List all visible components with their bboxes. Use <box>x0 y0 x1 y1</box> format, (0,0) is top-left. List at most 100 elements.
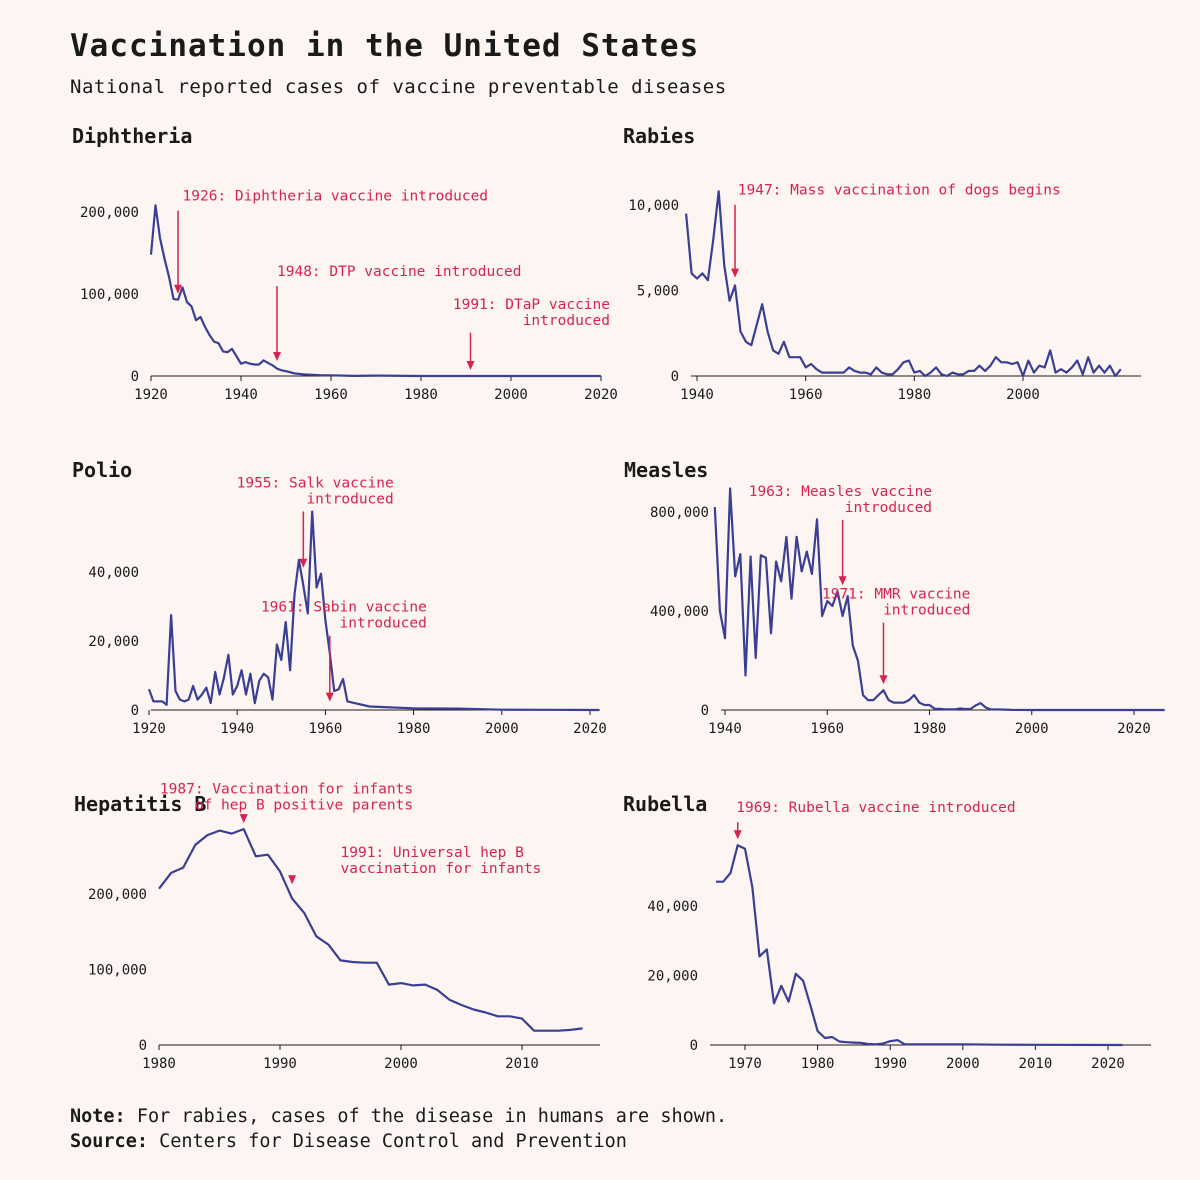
hepb-annotation-label-2: of hep B positive parents <box>195 798 413 814</box>
diphtheria-x-tick-label: 2000 <box>494 387 528 403</box>
rubella-annotation-label: 1969: Rubella vaccine introduced <box>736 800 1015 816</box>
polio-x-tick-label: 1920 <box>132 721 166 737</box>
polio-x-tick-label: 2020 <box>573 721 607 737</box>
hepb-x-tick-label: 1990 <box>263 1056 297 1072</box>
hepb-annotation-label: 1987: Vaccination for infants <box>160 782 413 798</box>
polio-title: Polio <box>72 458 132 482</box>
chart-title: Vaccination in the United States <box>70 28 700 64</box>
polio-y-tick-label: 20,000 <box>88 634 139 650</box>
measles-x-tick-label: 2020 <box>1117 721 1151 737</box>
measles-panel: Measles 1940 1960 1980 2000 2020 0 400,000 800,0… <box>624 458 1165 737</box>
measles-y-tick-label: 800,000 <box>650 505 709 521</box>
rabies-panel: Rabies 1940 1960 1980 2000 0 5,000 10,000 1947: … <box>623 124 1141 403</box>
note-line: Note: For rabies, cases of the disease i… <box>70 1104 727 1129</box>
measles-series-line <box>713 487 1165 712</box>
diphtheria-x-tick-label: 2020 <box>584 387 618 403</box>
polio-x-tick-label: 2000 <box>485 721 519 737</box>
measles-annotation-label: 1971: MMR vaccine <box>822 587 970 603</box>
rubella-title: Rubella <box>623 792 707 816</box>
diphtheria-annotation-arrowhead <box>273 351 281 361</box>
polio-x-tick-label: 1980 <box>397 721 431 737</box>
measles-x-tick-label: 1960 <box>810 721 844 737</box>
diphtheria-series-line <box>149 204 601 378</box>
hepb-annotation-label: 1991: Universal hep B <box>341 845 525 861</box>
hepb-x-tick-label: 2010 <box>505 1056 539 1072</box>
hepb-series-line <box>158 827 583 1032</box>
rubella-y-tick-label: 40,000 <box>647 899 698 915</box>
hepb-x-tick-label: 1980 <box>142 1056 176 1072</box>
polio-annotation-arrowhead <box>299 558 308 568</box>
diphtheria-panel: Diphtheria 1920 1940 1960 1980 2000 2020 0 100,0… <box>72 124 618 403</box>
rabies-y-tick-label: 10,000 <box>628 198 679 214</box>
rabies-title: Rabies <box>623 124 695 148</box>
rabies-annotation-arrowhead <box>731 268 740 278</box>
hepb-panel: Hepatitis B 1980 1990 2000 2010 0 100,000 200,0… <box>74 782 600 1072</box>
polio-annotation-label-2: introduced <box>340 616 427 632</box>
polio-annotation-label-2: introduced <box>306 491 393 507</box>
rabies-annotation: 1947: Mass vaccination of dogs begins <box>731 183 1061 278</box>
polio-annotation-label: 1955: Salk vaccine <box>237 475 394 491</box>
rabies-series-line <box>685 190 1122 378</box>
diphtheria-y-tick-label: 100,000 <box>80 287 139 303</box>
diphtheria-annotation-arrowhead <box>466 361 475 370</box>
rubella-x-tick-label: 1980 <box>801 1056 835 1072</box>
diphtheria-annotation: 1948: DTP vaccine introduced <box>273 264 521 361</box>
rubella-x-tick-label: 1990 <box>873 1056 907 1072</box>
hepb-y-tick-label: 200,000 <box>88 887 147 903</box>
rubella-panel: Rubella 1970 1980 1990 2000 2010 2020 0 20,000 40… <box>623 792 1151 1072</box>
rubella-y-tick-label: 20,000 <box>647 969 698 985</box>
polio-annotation-arrowhead <box>325 692 334 702</box>
polio-y-tick-label: 40,000 <box>88 565 139 581</box>
measles-annotation-arrowhead <box>838 576 847 586</box>
diphtheria-y-tick-label: 0 <box>131 369 139 385</box>
footer: Note: For rabies, cases of the disease i… <box>70 1104 727 1154</box>
hepb-annotation-arrowhead <box>288 875 297 885</box>
hepb-annotation-arrowhead <box>239 814 248 824</box>
source-line: Source: Centers for Disease Control and … <box>70 1129 727 1154</box>
hepb-y-tick-label: 0 <box>139 1038 147 1054</box>
rabies-x-tick-label: 1940 <box>680 387 714 403</box>
diphtheria-annotation-label: 1991: DTaP vaccine <box>453 297 610 313</box>
rubella-x-tick-label: 1970 <box>728 1056 762 1072</box>
rabies-annotation-label: 1947: Mass vaccination of dogs begins <box>738 183 1061 199</box>
measles-x-tick-label: 1980 <box>913 721 947 737</box>
diphtheria-x-tick-label: 1960 <box>314 387 348 403</box>
hepb-y-tick-label: 100,000 <box>88 963 147 979</box>
measles-annotation-label-2: introduced <box>883 603 970 619</box>
source-label: Source: <box>70 1131 148 1152</box>
polio-x-tick-label: 1940 <box>220 721 254 737</box>
diphtheria-x-tick-label: 1980 <box>404 387 438 403</box>
diphtheria-annotation-arrowhead <box>174 284 182 294</box>
rubella-annotation-arrowhead <box>733 830 742 840</box>
diphtheria-annotation-label-2: introduced <box>523 313 610 329</box>
diphtheria-y-tick-label: 200,000 <box>80 205 139 221</box>
measles-x-tick-label: 2000 <box>1015 721 1049 737</box>
rubella-y-tick-label: 0 <box>690 1038 698 1054</box>
rubella-x-tick-label: 2000 <box>946 1056 980 1072</box>
note-label: Note: <box>70 1106 126 1127</box>
diphtheria-annotation-label: 1926: Diphtheria vaccine introduced <box>183 189 489 205</box>
polio-panel: Polio 1920 1940 1960 1980 2000 2020 0 20,000 40,0… <box>72 458 607 737</box>
diphtheria-annotation: 1926: Diphtheria vaccine introduced <box>174 189 488 294</box>
rabies-x-tick-label: 2000 <box>1006 387 1040 403</box>
rabies-x-tick-label: 1980 <box>897 387 931 403</box>
diphtheria-title: Diphtheria <box>72 124 192 148</box>
measles-title: Measles <box>624 458 708 482</box>
chart-subtitle: National reported cases of vaccine preve… <box>70 76 727 98</box>
measles-annotation-label-2: introduced <box>845 500 932 516</box>
rubella-x-tick-label: 2010 <box>1019 1056 1053 1072</box>
rabies-y-tick-label: 5,000 <box>637 284 679 300</box>
rabies-x-tick-label: 1960 <box>789 387 823 403</box>
diphtheria-x-tick-label: 1920 <box>134 387 168 403</box>
rubella-annotation: 1969: Rubella vaccine introduced <box>733 800 1016 840</box>
measles-y-tick-label: 0 <box>701 703 709 719</box>
measles-x-tick-label: 1940 <box>708 721 742 737</box>
